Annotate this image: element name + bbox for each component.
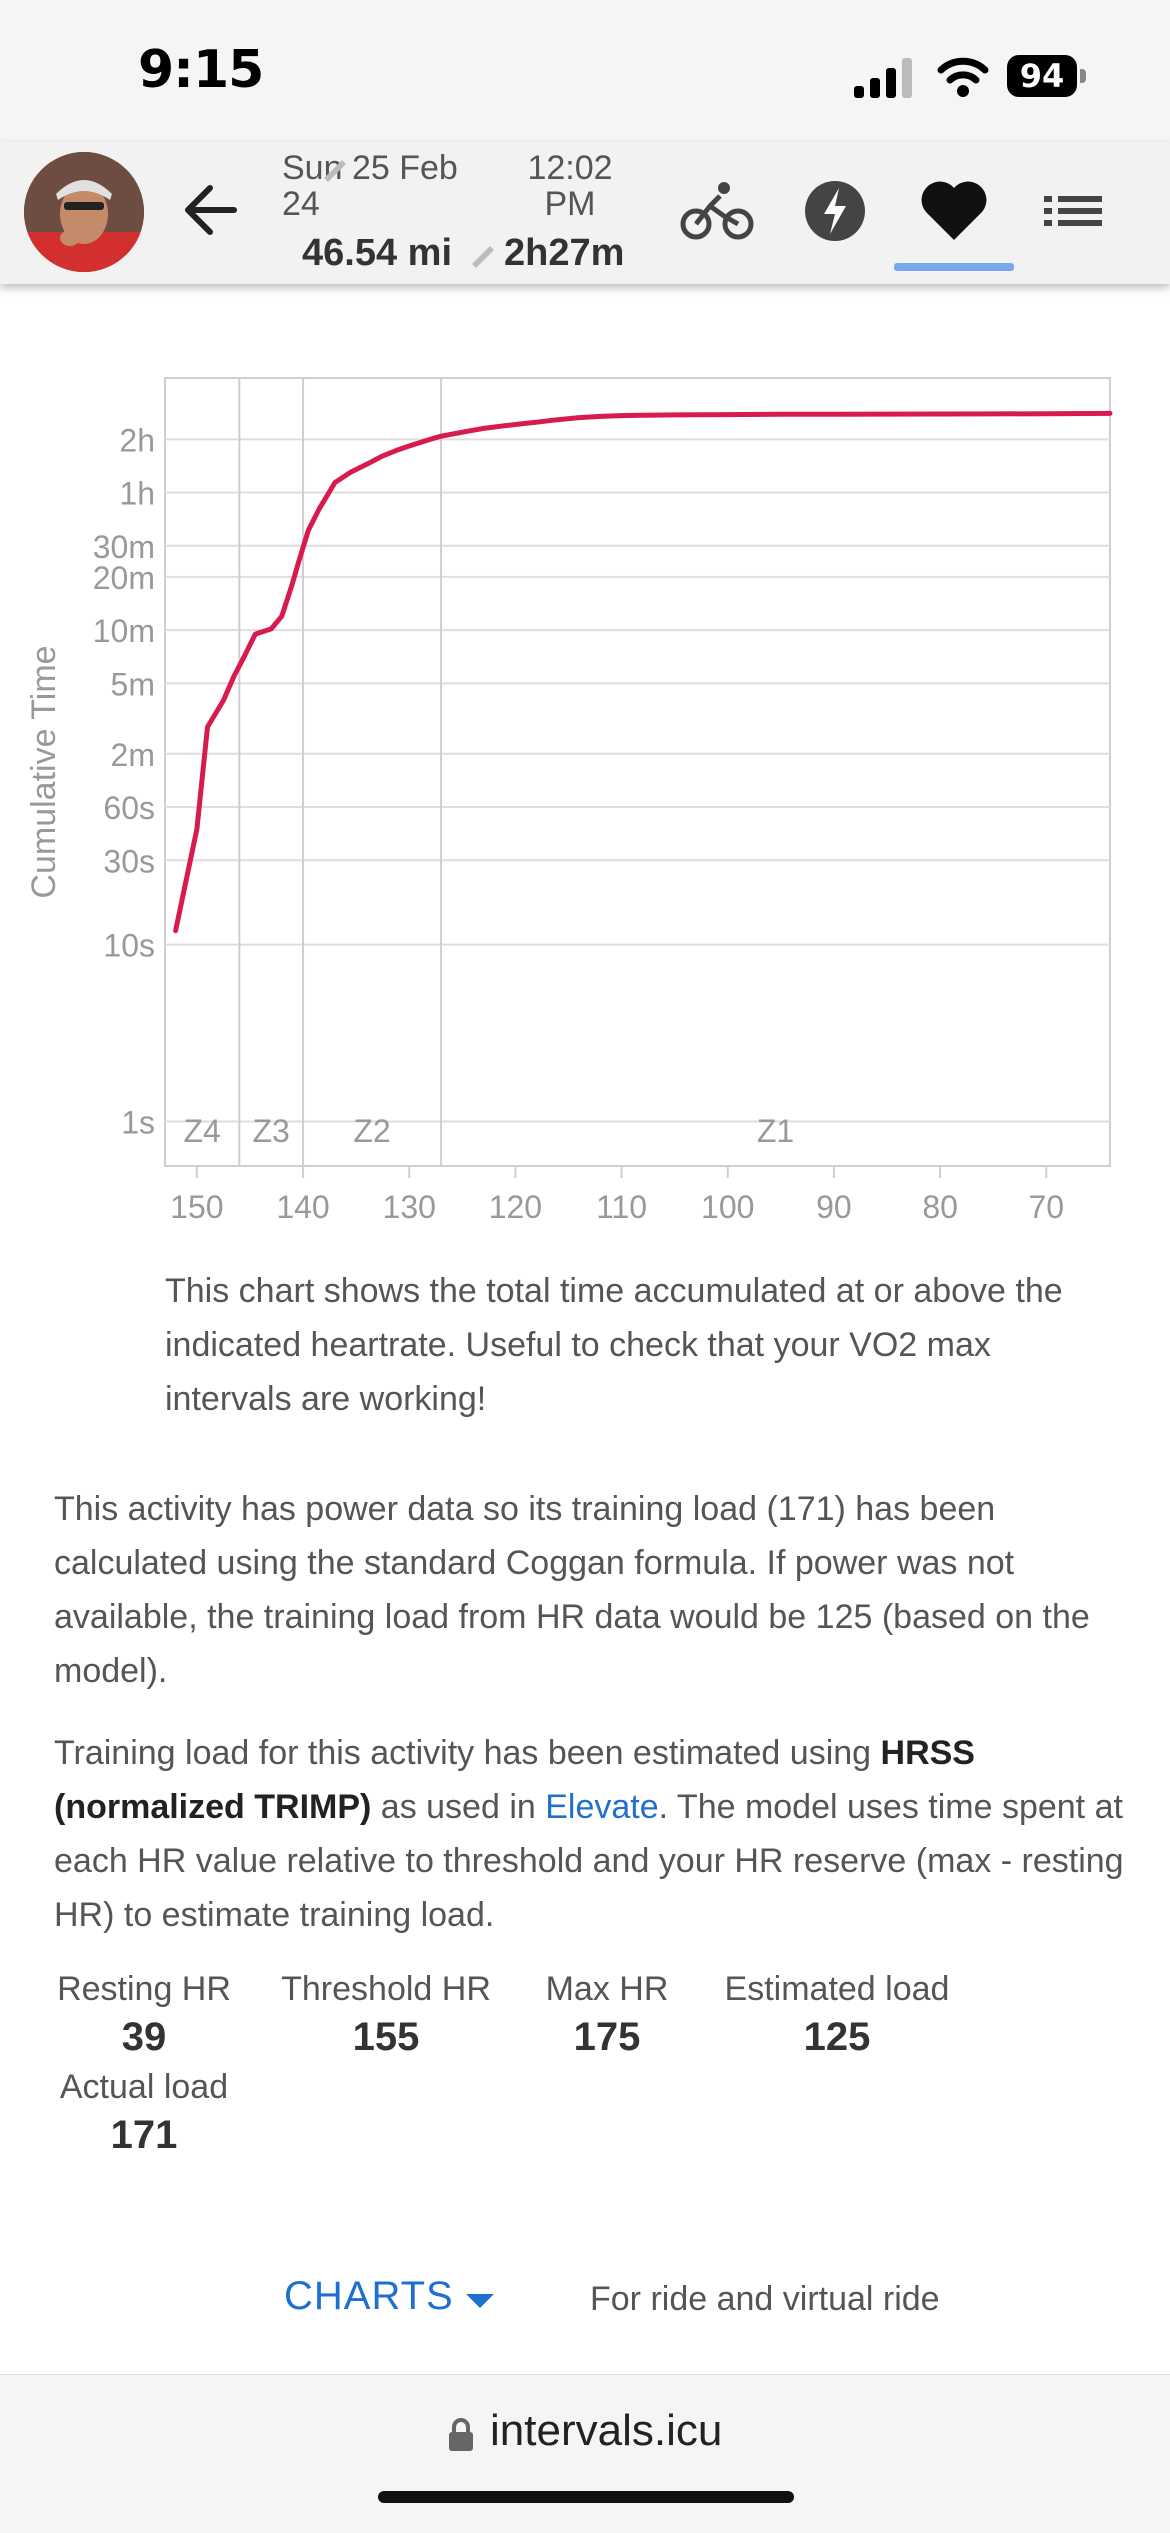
lightning-icon[interactable] [802, 176, 868, 246]
y-tick-label: 20m [93, 560, 155, 596]
y-tick-label: 5m [111, 666, 155, 702]
y-axis-label: Cumulative Time [25, 645, 63, 898]
chevron-down-icon[interactable] [466, 2294, 494, 2308]
lock-icon [449, 2418, 473, 2451]
y-tick-label: 60s [103, 790, 155, 826]
status-bar [0, 0, 1170, 142]
x-tick-label: 100 [701, 1189, 754, 1225]
x-tick-label: 140 [276, 1189, 329, 1225]
activity-duration: 2h27m [504, 232, 625, 274]
stat-estimated-load: Estimated load 125 [724, 1970, 950, 2059]
y-tick-label: 2m [111, 737, 155, 773]
activity-date[interactable]: Sun 25 Feb 24 [282, 149, 458, 223]
chart-caption: This chart shows the total time accumula… [165, 1272, 1063, 1418]
y-tick-label: 10m [93, 613, 155, 649]
x-tick-label: 110 [596, 1189, 647, 1225]
zone-label: Z3 [253, 1113, 290, 1149]
edit-pencil-icon[interactable] [466, 236, 500, 270]
battery-icon: 94 [1007, 55, 1086, 97]
plot-area [164, 377, 1111, 1167]
activity-start-time: 12:02 PM [527, 149, 613, 223]
charts-scope-note: For ride and virtual ride [590, 2280, 940, 2318]
hrss-term: HRSS (normalized TRIMP) [54, 1734, 975, 1826]
x-tick-label: 80 [922, 1189, 958, 1225]
zone-label: Z2 [353, 1113, 390, 1149]
back-arrow-icon[interactable] [180, 178, 240, 242]
zone-label: Z1 [757, 1113, 794, 1149]
x-tick-label: 120 [489, 1189, 542, 1225]
battery-level: 94 [1007, 55, 1077, 97]
stat-resting-hr: Resting HR 39 [57, 1970, 231, 2059]
browser-bar [0, 2374, 1170, 2533]
heart-icon[interactable] [918, 176, 990, 246]
stat-threshold-hr: Threshold HR 155 [281, 1970, 491, 2059]
zone-label: Z4 [183, 1113, 220, 1149]
wifi-icon [937, 57, 989, 97]
active-tab-indicator [894, 263, 1014, 271]
y-tick-label: 1s [121, 1104, 155, 1140]
home-indicator[interactable] [378, 2491, 794, 2503]
status-time: 9:15 [138, 40, 264, 100]
stat-max-hr: Max HR 175 [545, 1970, 669, 2059]
x-tick-label: 90 [816, 1189, 852, 1225]
x-tick-label: 150 [170, 1189, 223, 1225]
list-icon[interactable] [1040, 176, 1106, 246]
y-tick-label: 10s [103, 928, 155, 964]
y-tick-label: 30s [103, 843, 155, 879]
url-display[interactable]: intervals.icu [490, 2406, 723, 2455]
cellular-signal-icon [854, 58, 912, 98]
hrss-explanation: Training load for this activity has been… [54, 1734, 1124, 1934]
y-tick-label: 30m [93, 529, 155, 565]
x-tick-label: 130 [383, 1189, 436, 1225]
charts-menu-button[interactable]: CHARTS [284, 2274, 454, 2318]
stat-actual-load: Actual load 171 [59, 2068, 229, 2157]
y-tick-label: 2h [119, 422, 155, 458]
cumulative-time-line [173, 410, 1113, 934]
elevate-link[interactable]: Elevate [545, 1788, 659, 1826]
x-tick-label: 70 [1028, 1189, 1064, 1225]
activity-distance[interactable]: 46.54 mi [302, 232, 452, 274]
y-tick-label: 1h [119, 476, 155, 512]
edit-pencil-icon[interactable] [318, 150, 352, 184]
avatar[interactable] [24, 152, 144, 272]
training-load-note: This activity has power data so its trai… [54, 1490, 1090, 1690]
bike-icon[interactable] [680, 176, 754, 246]
